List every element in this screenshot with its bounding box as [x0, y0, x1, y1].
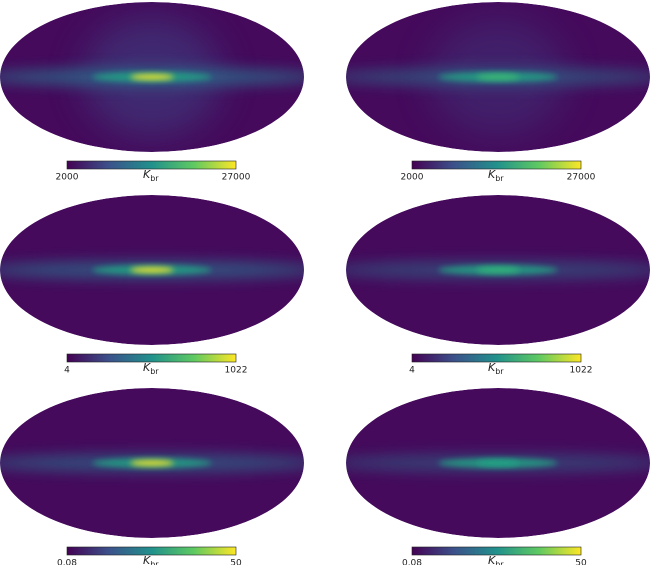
colorbar-unit: Kbr [488, 554, 504, 565]
map-panel: 2000 27000 Kbr [346, 2, 650, 183]
unit-symbol: K [143, 168, 151, 181]
colorbar-max-label: 1022 [225, 366, 248, 376]
colorbar-max-label: 27000 [567, 173, 596, 183]
unit-subscript: br [495, 174, 504, 183]
unit-symbol: K [143, 361, 151, 374]
mollweide-map [0, 2, 304, 152]
colorbar-min-label: 2000 [56, 173, 79, 183]
colorbar-unit: Kbr [488, 168, 504, 183]
colorbar-unit: Kbr [143, 361, 159, 376]
colorbar [66, 353, 237, 363]
colorbar [411, 160, 582, 170]
mollweide-map [0, 195, 304, 345]
mollweide-map [346, 2, 650, 152]
colorbar-min-label: 0.08 [402, 559, 422, 565]
unit-symbol: K [143, 554, 151, 565]
unit-subscript: br [495, 560, 504, 565]
unit-subscript: br [495, 367, 504, 376]
map-panel: 4 1022 Kbr [0, 195, 304, 376]
colorbar-unit: Kbr [143, 168, 159, 183]
colorbar-unit: Kbr [143, 554, 159, 565]
mollweide-map [346, 195, 650, 345]
colorbar [66, 160, 237, 170]
colorbar [66, 546, 237, 556]
unit-symbol: K [488, 554, 496, 565]
colorbar [411, 546, 582, 556]
unit-symbol: K [488, 361, 496, 374]
map-panel: 0.08 50 Kbr [0, 388, 304, 565]
mollweide-map [0, 388, 304, 538]
center-glow [476, 460, 520, 466]
map-panel: 2000 27000 Kbr [0, 2, 304, 183]
colorbar-min-label: 4 [409, 366, 415, 376]
colorbar-max-label: 1022 [570, 366, 593, 376]
unit-subscript: br [150, 174, 159, 183]
colorbar-min-label: 0.08 [57, 559, 77, 565]
map-panel: 4 1022 Kbr [346, 195, 650, 376]
colorbar-max-label: 27000 [222, 173, 251, 183]
unit-symbol: K [488, 168, 496, 181]
center-glow [130, 460, 174, 466]
mollweide-map [346, 388, 650, 538]
unit-subscript: br [150, 367, 159, 376]
center-glow [476, 74, 520, 80]
center-glow [476, 267, 520, 273]
colorbar-unit: Kbr [488, 361, 504, 376]
colorbar-max-label: 50 [575, 559, 587, 565]
colorbar-max-label: 50 [230, 559, 242, 565]
colorbar [411, 353, 582, 363]
map-panel: 0.08 50 Kbr [346, 388, 650, 565]
colorbar-min-label: 4 [64, 366, 70, 376]
colorbar-min-label: 2000 [401, 173, 424, 183]
center-glow [130, 74, 174, 80]
unit-subscript: br [150, 560, 159, 565]
center-glow [130, 267, 174, 273]
